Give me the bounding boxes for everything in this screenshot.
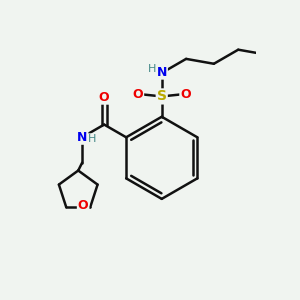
Text: N: N <box>77 131 87 144</box>
Text: O: O <box>99 91 110 104</box>
Text: O: O <box>133 88 143 101</box>
Text: H: H <box>88 134 96 144</box>
Text: O: O <box>180 88 191 101</box>
Text: N: N <box>157 66 167 79</box>
Text: O: O <box>78 199 88 212</box>
Text: H: H <box>148 64 156 74</box>
Text: S: S <box>157 89 167 103</box>
